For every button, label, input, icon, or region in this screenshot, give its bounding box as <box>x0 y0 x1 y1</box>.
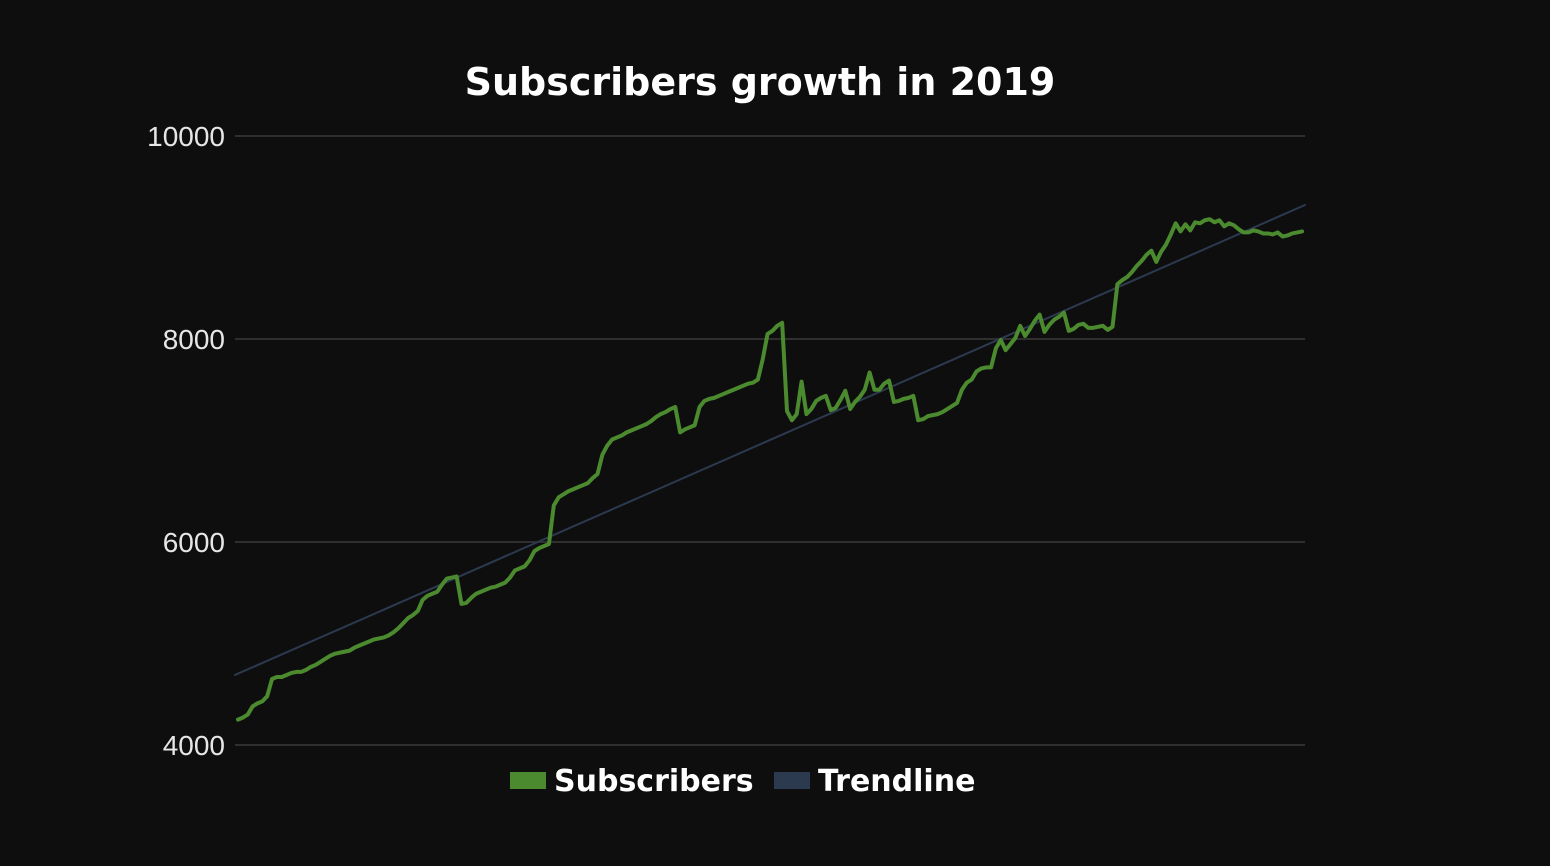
legend: Subscribers Trendline <box>510 764 975 799</box>
legend-swatch <box>510 772 546 789</box>
series-line-trendline <box>234 204 1306 676</box>
grid-lines <box>235 135 1305 746</box>
legend-label: Subscribers <box>554 764 754 799</box>
y-tick-label: 10000 <box>147 121 225 152</box>
legend-label: Trendline <box>818 764 975 799</box>
legend-item-trendline: Trendline <box>774 764 975 799</box>
legend-item-subscribers: Subscribers <box>510 764 754 799</box>
chart-title: Subscribers growth in 2019 <box>465 60 1056 104</box>
series-line-subscribers <box>236 217 1304 722</box>
y-tick-label: 4000 <box>163 730 225 761</box>
y-tick-label: 8000 <box>163 324 225 355</box>
y-axis-tick-labels: 4000 6000 8000 10000 <box>147 121 225 761</box>
legend-swatch <box>774 772 810 789</box>
series-lines <box>234 204 1306 722</box>
y-tick-label: 6000 <box>163 527 225 558</box>
